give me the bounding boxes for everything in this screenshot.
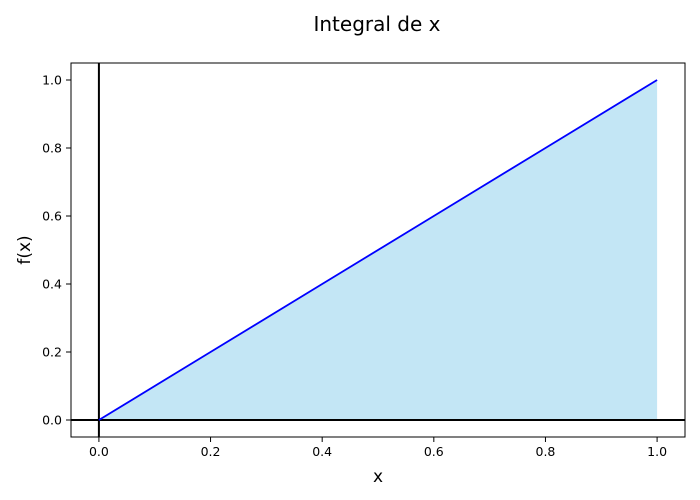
y-tick-label: 0.6 bbox=[42, 209, 62, 224]
x-tick-label: 0.0 bbox=[89, 444, 109, 459]
chart-title: Integral de x bbox=[313, 12, 440, 36]
series-line bbox=[98, 79, 658, 421]
x-tick-label: 0.4 bbox=[312, 444, 332, 459]
plot-area: 0.0 0.2 0.4 0.6 0.8 1.0 0.0 0.2 0.4 0.6 0.8 1.0 bbox=[42, 62, 686, 459]
y-tick-label: 1.0 bbox=[42, 73, 62, 88]
x-axis-label: x bbox=[373, 467, 383, 487]
x-tick-label: 0.6 bbox=[424, 444, 444, 459]
y-tick-label: 0.0 bbox=[42, 413, 62, 428]
x-tick-label: 0.2 bbox=[201, 444, 221, 459]
plot-frame bbox=[70, 62, 686, 438]
y-tick-label: 0.8 bbox=[42, 141, 62, 156]
x-tick-label: 0.8 bbox=[536, 444, 556, 459]
y-tick-label: 0.2 bbox=[42, 345, 62, 360]
x-tick-label: 1.0 bbox=[647, 444, 667, 459]
y-axis-label: f(x) bbox=[15, 235, 35, 264]
y-tick-label: 0.4 bbox=[42, 277, 62, 292]
